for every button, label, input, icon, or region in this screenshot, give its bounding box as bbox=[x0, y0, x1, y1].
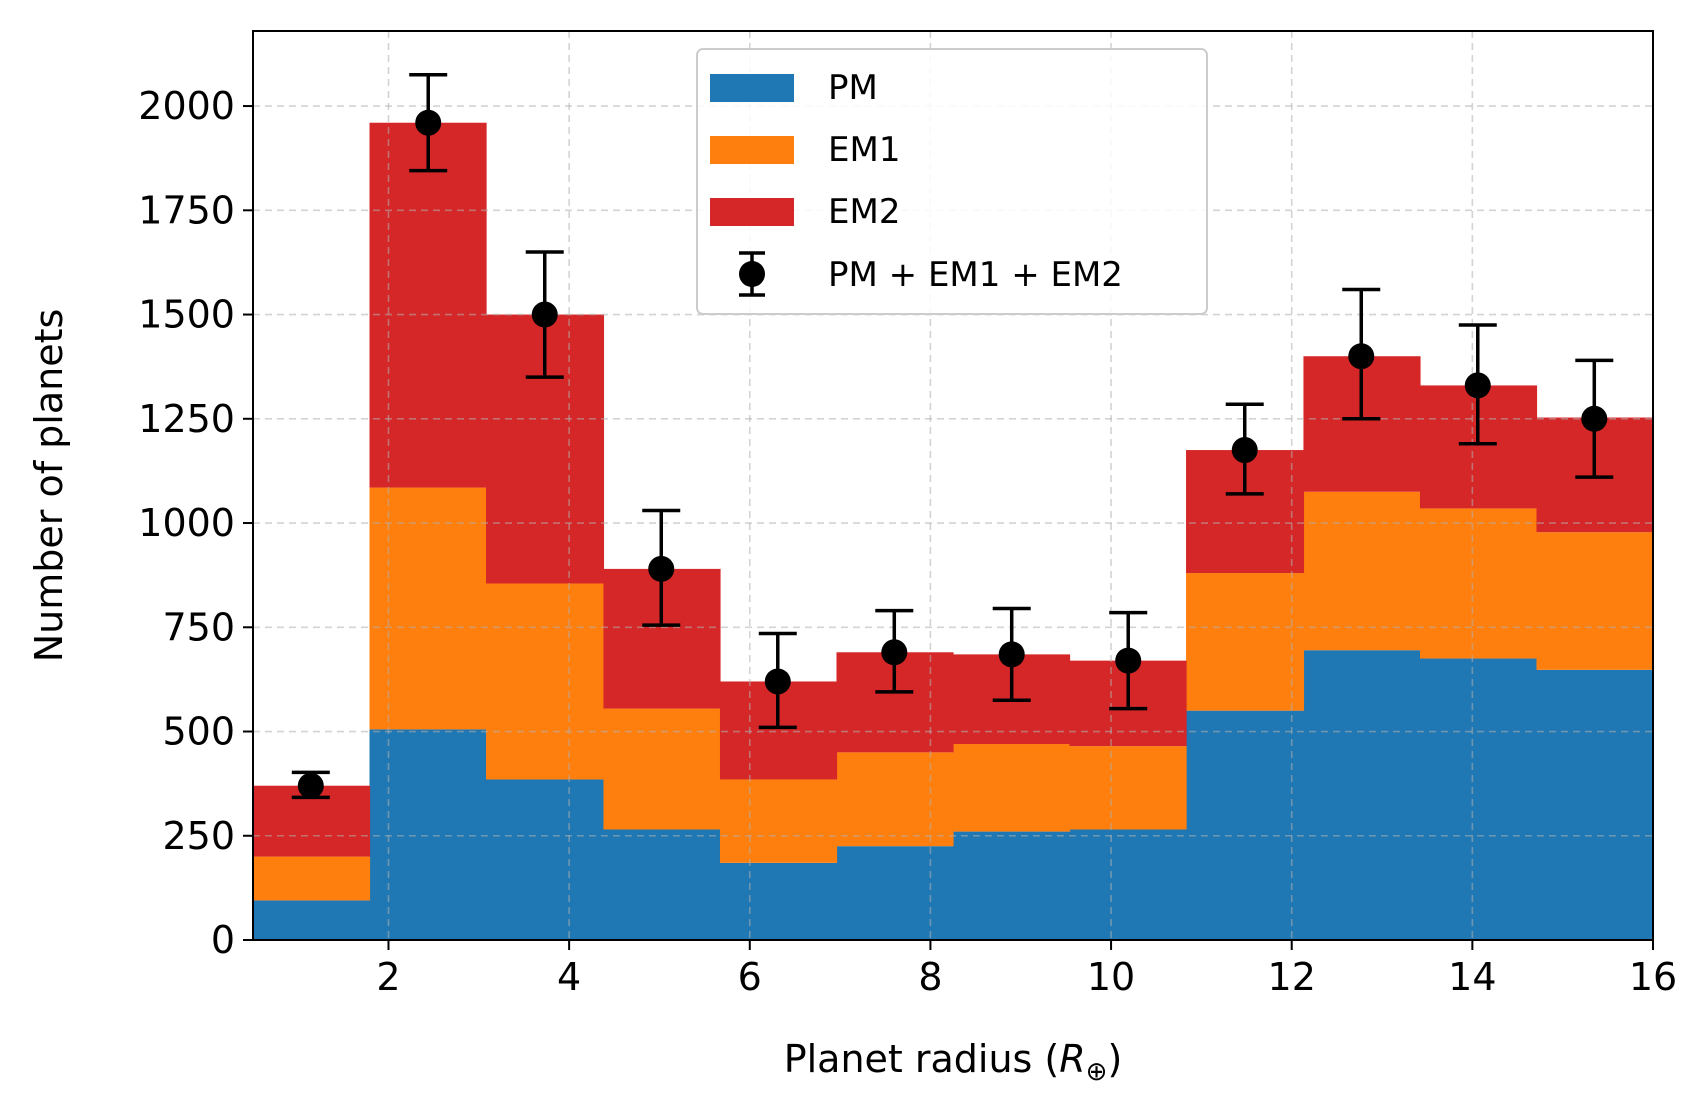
bar-em1-0 bbox=[253, 856, 371, 901]
bar-em1-9 bbox=[1303, 491, 1421, 651]
total-marker-2 bbox=[531, 301, 558, 328]
bar-em1-6 bbox=[953, 744, 1071, 832]
bar-em1-8 bbox=[1186, 573, 1305, 711]
legend: PM EM1 EM2 PM + EM1 + EM2 bbox=[696, 48, 1208, 315]
total-marker-10 bbox=[1464, 372, 1491, 399]
x-tick-label-3: 8 bbox=[918, 955, 942, 999]
bar-em1-4 bbox=[719, 779, 838, 863]
total-point-1 bbox=[409, 73, 448, 173]
bar-pm-11 bbox=[1536, 669, 1654, 940]
legend-label-em1: EM1 bbox=[828, 130, 900, 170]
bar-pm-9 bbox=[1303, 650, 1421, 940]
total-point-3 bbox=[642, 508, 681, 627]
bar-em1-11 bbox=[1536, 532, 1654, 670]
y-tick-label-7: 1750 bbox=[138, 188, 235, 232]
x-tick-label-2: 6 bbox=[738, 955, 762, 999]
x-tick-label-6: 14 bbox=[1448, 955, 1496, 999]
x-axis-label-close: ) bbox=[1107, 1037, 1122, 1081]
legend-label-pm: PM bbox=[828, 68, 878, 108]
total-marker-4 bbox=[764, 668, 791, 695]
total-point-4 bbox=[758, 631, 797, 730]
x-axis-label-subscript: ⊕ bbox=[1086, 1057, 1108, 1087]
y-tick-label-5: 1250 bbox=[138, 397, 235, 441]
bar-em1-2 bbox=[486, 583, 605, 780]
total-point-7 bbox=[1109, 610, 1148, 711]
legend-box bbox=[696, 48, 1208, 315]
bar-em2-1 bbox=[369, 122, 487, 488]
total-point-6 bbox=[992, 606, 1031, 702]
bar-pm-4 bbox=[719, 862, 838, 940]
bar-em1-7 bbox=[1069, 746, 1187, 830]
total-point-0 bbox=[291, 770, 330, 800]
bar-pm-1 bbox=[369, 729, 487, 940]
x-tick-label-0: 2 bbox=[376, 955, 400, 999]
x-axis-label: Planet radius (R⊕) bbox=[784, 1037, 1123, 1087]
legend-swatch-em1 bbox=[710, 136, 794, 164]
plot-frame bbox=[252, 30, 1654, 941]
legend-marker-dot bbox=[739, 261, 765, 287]
total-marker-7 bbox=[1115, 647, 1142, 674]
y-tick-label-6: 1500 bbox=[138, 293, 235, 337]
bar-em1-10 bbox=[1419, 508, 1538, 659]
x-tick-label-4: 10 bbox=[1087, 955, 1135, 999]
y-axis-label: Number of planets bbox=[27, 309, 71, 663]
bar-pm-8 bbox=[1186, 710, 1305, 940]
bar-pm-2 bbox=[486, 779, 605, 940]
total-point-2 bbox=[525, 250, 564, 379]
bar-pm-7 bbox=[1069, 829, 1187, 940]
y-tick-label-0: 0 bbox=[211, 918, 235, 962]
y-tick-label-2: 500 bbox=[162, 710, 235, 754]
total-marker-6 bbox=[998, 641, 1025, 668]
bar-pm-0 bbox=[253, 900, 371, 940]
total-marker-0 bbox=[297, 772, 324, 799]
bar-pm-3 bbox=[603, 829, 721, 940]
bar-em1-1 bbox=[369, 487, 487, 730]
y-tick-label-8: 2000 bbox=[138, 84, 235, 128]
legend-label-total: PM + EM1 + EM2 bbox=[828, 255, 1123, 295]
legend-swatch-em2 bbox=[710, 198, 794, 226]
total-marker-8 bbox=[1231, 437, 1258, 464]
bar-em1-3 bbox=[603, 708, 721, 830]
bar-pm-6 bbox=[953, 831, 1071, 940]
total-point-5 bbox=[875, 608, 914, 694]
y-tick-label-4: 1000 bbox=[138, 501, 235, 545]
legend-marker-total bbox=[739, 251, 765, 297]
y-tick-label-1: 250 bbox=[162, 814, 235, 858]
x-tick-label-7: 16 bbox=[1629, 955, 1677, 999]
total-marker-5 bbox=[881, 639, 908, 666]
total-point-11 bbox=[1575, 358, 1614, 479]
x-tick-label-1: 4 bbox=[557, 955, 581, 999]
total-point-8 bbox=[1225, 402, 1264, 496]
bar-pm-10 bbox=[1419, 658, 1538, 940]
x-tick-label-5: 12 bbox=[1268, 955, 1316, 999]
x-axis-label-symbol: R bbox=[1059, 1037, 1085, 1081]
total-marker-3 bbox=[648, 555, 675, 582]
bar-pm-5 bbox=[836, 846, 954, 940]
total-marker-1 bbox=[415, 109, 442, 136]
total-marker-9 bbox=[1348, 343, 1375, 370]
legend-label-em2: EM2 bbox=[828, 192, 900, 232]
x-axis-label-text: Planet radius ( bbox=[784, 1037, 1060, 1081]
total-point-10 bbox=[1458, 323, 1497, 446]
legend-swatch-pm bbox=[710, 74, 794, 102]
total-point-9 bbox=[1342, 287, 1381, 421]
bar-em1-5 bbox=[836, 752, 954, 847]
y-tick-label-3: 750 bbox=[162, 605, 235, 649]
total-marker-11 bbox=[1581, 405, 1608, 432]
